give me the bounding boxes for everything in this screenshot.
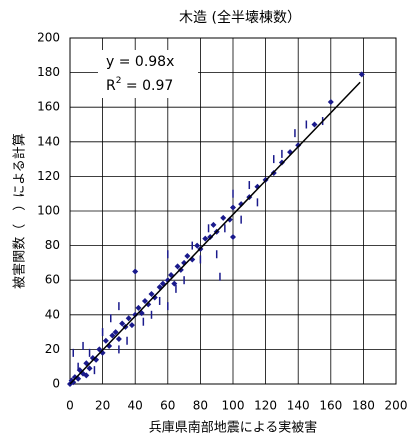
y-tick-label: 60 xyxy=(45,273,60,287)
point xyxy=(311,121,318,128)
x-tick-label: 80 xyxy=(193,399,208,413)
y-tick-label: 0 xyxy=(52,377,60,391)
x-tick-label: 60 xyxy=(160,399,175,413)
point xyxy=(115,336,122,343)
point xyxy=(207,233,214,240)
point xyxy=(327,99,334,106)
point xyxy=(86,365,93,372)
point xyxy=(83,372,90,379)
point xyxy=(220,214,227,221)
point xyxy=(125,315,132,322)
y-tick-label: 200 xyxy=(37,31,60,45)
point xyxy=(151,294,158,301)
r2-label: R2 = 0.97 xyxy=(106,76,173,95)
annotation-box xyxy=(98,50,198,98)
point xyxy=(145,301,152,308)
r2-base: R xyxy=(106,78,116,94)
point xyxy=(210,221,217,228)
x-tick-label: 140 xyxy=(287,399,310,413)
y-tick-label: 120 xyxy=(37,169,60,183)
point xyxy=(238,201,245,208)
x-tick-label: 100 xyxy=(222,399,245,413)
y-tick-label: 180 xyxy=(37,65,60,79)
y-tick-label: 100 xyxy=(37,204,60,218)
point xyxy=(174,263,181,270)
x-tick-label: 180 xyxy=(352,399,375,413)
r2-sup: 2 xyxy=(116,76,122,86)
x-tick-label: 200 xyxy=(385,399,408,413)
point xyxy=(230,204,236,211)
point xyxy=(132,268,139,275)
point xyxy=(148,291,155,298)
point xyxy=(226,216,233,223)
point xyxy=(230,233,236,240)
point xyxy=(184,252,191,259)
y-tick-label: 40 xyxy=(45,307,60,321)
equation-label: y = 0.98x xyxy=(106,54,174,70)
point xyxy=(295,142,302,149)
point xyxy=(135,304,142,311)
fit-line xyxy=(69,81,361,385)
point xyxy=(70,379,77,386)
point xyxy=(102,337,109,344)
x-tick-label: 120 xyxy=(254,399,277,413)
x-tick-label: 160 xyxy=(319,399,342,413)
point xyxy=(119,320,126,327)
x-tick-label: 0 xyxy=(66,399,74,413)
point xyxy=(112,329,119,336)
chart-title: 木造 (全半壊棟数） xyxy=(179,9,301,26)
point xyxy=(358,71,365,78)
r2-rest: = 0.97 xyxy=(121,78,173,94)
point xyxy=(132,311,139,318)
y-tick-label: 80 xyxy=(45,238,60,252)
point xyxy=(109,332,116,339)
y-axis-label: 被害関数（ ）による計算 xyxy=(12,133,28,289)
point xyxy=(194,242,201,249)
plot-frame xyxy=(69,37,397,385)
point xyxy=(128,322,135,329)
y-tick-label: 20 xyxy=(45,342,60,356)
point xyxy=(141,297,148,304)
y-tick-label: 140 xyxy=(37,134,60,148)
point xyxy=(202,235,209,242)
x-tick-label: 40 xyxy=(128,399,143,413)
x-axis-label: 兵庫県南部地震による実被害 xyxy=(149,420,318,436)
y-tick-label: 160 xyxy=(37,100,60,114)
x-tick-label: 20 xyxy=(95,399,110,413)
